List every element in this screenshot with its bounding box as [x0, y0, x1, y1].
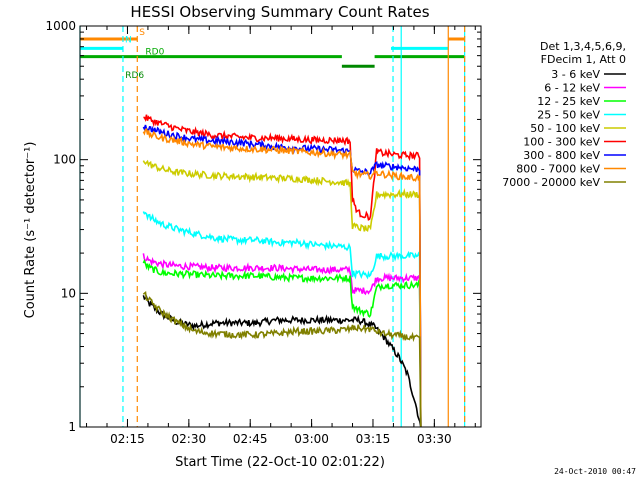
legend-entry-label: 800 - 7000 keV: [516, 163, 600, 176]
legend-header-line-1: Det 1,3,4,5,6,9,: [540, 40, 626, 53]
x-tick-label: 03:00: [294, 432, 329, 446]
legend-entry-label: 12 - 25 keV: [537, 95, 600, 108]
legend-header-line-2: FDecim 1, Att 0: [541, 53, 626, 66]
legend-entry-label: 6 - 12 keV: [544, 82, 600, 95]
flag-label-rd6: RD6: [125, 71, 144, 81]
x-tick-label: 02:30: [172, 432, 207, 446]
x-axis-label: Start Time (22-Oct-10 02:01:22): [175, 455, 385, 470]
axis-ticks: 02:15 02:30 02:45 03:00 03:15 03:30 1 10 100 1000: [45, 19, 481, 446]
series-line-7: [142, 128, 422, 428]
legend-entry-label: 3 - 6 keV: [551, 68, 600, 81]
legend-entry-label: 25 - 50 keV: [537, 109, 600, 122]
series-line-5: [143, 114, 422, 428]
series-line-3: [142, 211, 422, 428]
x-tick-label: 03:30: [417, 432, 452, 446]
series-lines: [142, 114, 422, 428]
flag-label-n: N: [125, 35, 132, 45]
x-tick-label: 03:15: [356, 432, 391, 446]
plot-frame: [79, 25, 482, 428]
instrument-flags: SN RD0 RD6: [80, 28, 465, 81]
y-tick-label: 1000: [45, 19, 76, 33]
flag-label-s: S: [139, 28, 145, 38]
legend-entry-label: 7000 - 20000 keV: [502, 176, 600, 189]
series-line-2: [142, 258, 422, 428]
series-line-0: [142, 295, 422, 428]
event-markers: [79, 26, 466, 427]
y-tick-label: 1: [68, 420, 76, 434]
y-axis-label: Count Rate (s⁻¹ detector⁻¹): [23, 142, 38, 319]
chart-title: HESSI Observing Summary Count Rates: [130, 3, 429, 21]
legend-entry-label: 100 - 300 keV: [523, 136, 600, 149]
series-line-4: [142, 159, 422, 428]
series-line-8: [142, 290, 422, 428]
flag-label-rd0: RD0: [145, 48, 164, 58]
x-tick-label: 02:15: [110, 432, 145, 446]
y-tick-label: 10: [61, 286, 76, 300]
series-line-1: [142, 253, 422, 428]
legend-entry-label: 300 - 800 keV: [523, 149, 600, 162]
legend-entry-label: 50 - 100 keV: [530, 122, 600, 135]
y-tick-label: 100: [53, 153, 76, 167]
x-tick-label: 02:45: [233, 432, 268, 446]
timestamp: 24-Oct-2010 00:47: [554, 467, 636, 476]
